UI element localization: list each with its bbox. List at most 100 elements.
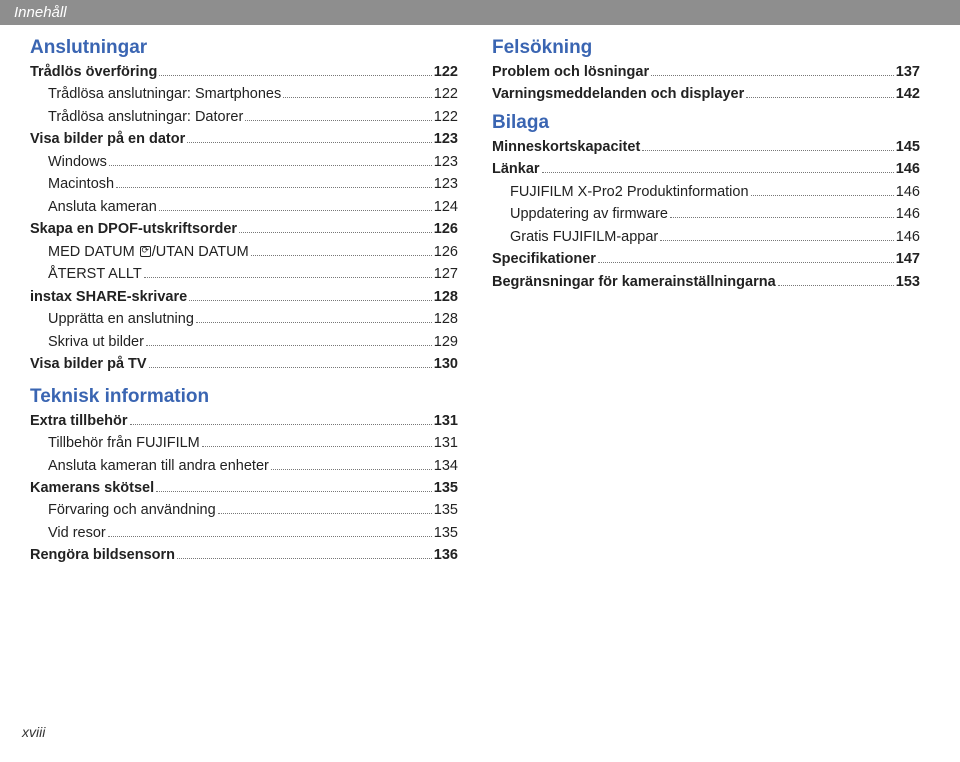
dot-leader <box>751 186 894 196</box>
dot-leader <box>660 231 894 241</box>
toc-entry: MED DATUM /UTAN DATUM 126 <box>30 241 458 263</box>
toc-label: Ansluta kameran till andra enheter <box>48 455 269 477</box>
toc-page: 129 <box>434 331 458 353</box>
toc-label: Länkar <box>492 158 540 180</box>
toc-label: Varningsmeddelanden och displayer <box>492 83 744 105</box>
toc-label: Extra tillbehör <box>30 410 128 432</box>
toc-entry: Trådlösa anslutningar: Datorer 122 <box>30 106 458 128</box>
toc-label: MED DATUM /UTAN DATUM <box>48 241 249 263</box>
dot-leader <box>271 459 432 469</box>
toc-label-post: /UTAN DATUM <box>152 244 249 260</box>
dot-leader <box>109 156 432 166</box>
toc-entry: Ansluta kameran till andra enheter134 <box>30 455 458 477</box>
toc-label: Skapa en DPOF-utskriftsorder <box>30 218 237 240</box>
toc-label: Visa bilder på TV <box>30 353 147 375</box>
toc-page: 122 <box>434 83 458 105</box>
dot-leader <box>144 268 432 278</box>
toc-page: 142 <box>896 83 920 105</box>
toc-page: 122 <box>434 106 458 128</box>
toc-page: 123 <box>434 151 458 173</box>
toc-label: Tillbehör från FUJIFILM <box>48 432 200 454</box>
toc-page: 135 <box>434 522 458 544</box>
toc-label: Problem och lösningar <box>492 61 649 83</box>
toc-label: ÅTERST ALLT <box>48 263 142 285</box>
toc-label: Specifikationer <box>492 248 596 270</box>
toc-page: 124 <box>434 196 458 218</box>
toc-entry: Trådlösa anslutningar: Smartphones 122 <box>30 83 458 105</box>
toc-label: Kamerans skötsel <box>30 477 154 499</box>
dot-leader <box>202 437 432 447</box>
dot-leader <box>189 291 432 301</box>
dot-leader <box>598 253 894 263</box>
toc-entry: Upprätta en anslutning128 <box>30 308 458 330</box>
page-body: Anslutningar Trådlös överföring122 Trådl… <box>0 25 960 567</box>
toc-label: Windows <box>48 151 107 173</box>
dot-leader <box>251 246 432 256</box>
dot-leader <box>218 504 432 514</box>
toc-page: 146 <box>896 181 920 203</box>
toc-page: 122 <box>434 61 458 83</box>
toc-page: 126 <box>434 218 458 240</box>
toc-entry: Uppdatering av firmware146 <box>492 203 920 225</box>
toc-page: 146 <box>896 226 920 248</box>
toc-label: Uppdatering av firmware <box>510 203 668 225</box>
toc-label: Begränsningar för kamerainställningarna <box>492 271 776 293</box>
toc-entry: Länkar 146 <box>492 158 920 180</box>
section-title-teknisk: Teknisk information <box>30 386 458 408</box>
toc-entry: Trådlös överföring122 <box>30 61 458 83</box>
dot-leader <box>187 133 432 143</box>
toc-page: 153 <box>896 271 920 293</box>
toc-label: Macintosh <box>48 173 114 195</box>
toc-entry: Windows 123 <box>30 151 458 173</box>
toc-entry: Extra tillbehör 131 <box>30 410 458 432</box>
dot-leader <box>778 276 894 286</box>
toc-label: FUJIFILM X-Pro2 Produktinformation <box>510 181 749 203</box>
toc-page: 123 <box>434 128 458 150</box>
dot-leader <box>245 111 431 121</box>
toc-entry: Specifikationer 147 <box>492 248 920 270</box>
toc-entry: ÅTERST ALLT 127 <box>30 263 458 285</box>
toc-entry: Minneskortskapacitet 145 <box>492 136 920 158</box>
toc-page: 131 <box>434 410 458 432</box>
dot-leader <box>156 482 432 492</box>
toc-page: 135 <box>434 499 458 521</box>
dot-leader <box>239 223 432 233</box>
toc-page: 127 <box>434 263 458 285</box>
toc-label: instax SHARE-skrivare <box>30 286 187 308</box>
toc-entry: Skriva ut bilder 129 <box>30 331 458 353</box>
toc-entry: FUJIFILM X-Pro2 Produktinformation 146 <box>492 181 920 203</box>
right-column: Felsökning Problem och lösningar137 Varn… <box>492 33 920 567</box>
toc-entry: Tillbehör från FUJIFILM131 <box>30 432 458 454</box>
toc-entry: Skapa en DPOF-utskriftsorder 126 <box>30 218 458 240</box>
toc-label: Visa bilder på en dator <box>30 128 185 150</box>
toc-label-pre: MED DATUM <box>48 244 139 260</box>
toc-page: 147 <box>896 248 920 270</box>
toc-label: Skriva ut bilder <box>48 331 144 353</box>
toc-page: 126 <box>434 241 458 263</box>
section-title-anslutningar: Anslutningar <box>30 37 458 59</box>
toc-label: Rengöra bildsensorn <box>30 544 175 566</box>
toc-label: Minneskortskapacitet <box>492 136 640 158</box>
dot-leader <box>651 66 894 76</box>
header-text: Innehåll <box>14 4 67 21</box>
toc-entry: Rengöra bildsensorn136 <box>30 544 458 566</box>
toc-entry: Visa bilder på en dator 123 <box>30 128 458 150</box>
dot-leader <box>542 163 894 173</box>
toc-label: Gratis FUJIFILM-appar <box>510 226 658 248</box>
toc-label: Trådlösa anslutningar: Datorer <box>48 106 243 128</box>
toc-entry: Macintosh123 <box>30 173 458 195</box>
toc-page: 145 <box>896 136 920 158</box>
toc-entry: Visa bilder på TV130 <box>30 353 458 375</box>
dot-leader <box>670 208 894 218</box>
toc-page: 146 <box>896 158 920 180</box>
left-column: Anslutningar Trådlös överföring122 Trådl… <box>30 33 458 567</box>
toc-entry: Vid resor 135 <box>30 522 458 544</box>
dot-leader <box>149 358 432 368</box>
dot-leader <box>283 88 432 98</box>
toc-label: Vid resor <box>48 522 106 544</box>
dot-leader <box>108 527 432 537</box>
toc-page: 135 <box>434 477 458 499</box>
dot-leader <box>159 201 432 211</box>
toc-label: Trådlösa anslutningar: Smartphones <box>48 83 281 105</box>
toc-entry: Ansluta kameran124 <box>30 196 458 218</box>
